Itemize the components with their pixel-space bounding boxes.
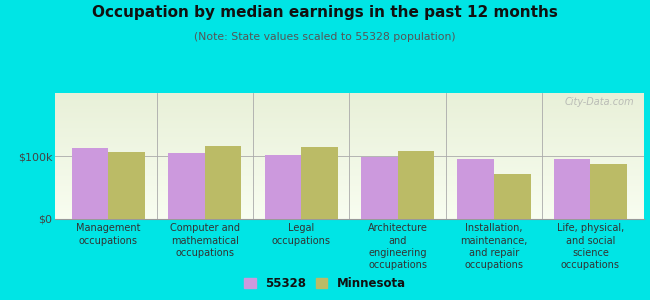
Bar [55, 123, 644, 124]
Bar [458, 159, 494, 219]
Text: City-Data.com: City-Data.com [565, 97, 634, 107]
Bar [55, 98, 644, 99]
Bar [55, 165, 644, 167]
Bar [55, 151, 644, 153]
Bar [55, 183, 644, 184]
Bar [55, 178, 644, 180]
Text: Occupation by median earnings in the past 12 months: Occupation by median earnings in the pas… [92, 4, 558, 20]
Bar [55, 137, 644, 139]
Bar [55, 148, 644, 150]
Bar [55, 112, 644, 113]
Bar [55, 186, 644, 188]
Bar [55, 101, 644, 103]
Bar [55, 176, 644, 178]
Bar [55, 194, 644, 195]
Bar [55, 188, 644, 189]
Bar [205, 146, 241, 219]
Bar [168, 154, 205, 219]
Bar [301, 147, 338, 219]
Bar [55, 154, 644, 156]
Bar [55, 175, 644, 176]
Bar [72, 148, 109, 219]
Bar [55, 208, 644, 209]
Bar [55, 118, 644, 120]
Bar [55, 170, 644, 172]
Bar [55, 142, 644, 143]
Bar [55, 189, 644, 191]
Bar [55, 205, 644, 206]
Bar [109, 152, 145, 219]
Bar [55, 159, 644, 161]
Bar [55, 110, 644, 112]
Bar [590, 164, 627, 219]
Bar [55, 94, 644, 96]
Bar [265, 155, 301, 219]
Bar [55, 184, 644, 186]
Bar [55, 122, 644, 123]
Bar [55, 158, 644, 159]
Bar [55, 143, 644, 145]
Bar [55, 124, 644, 126]
Bar [55, 209, 644, 211]
Bar [55, 211, 644, 213]
Bar [55, 96, 644, 98]
Bar [55, 161, 644, 162]
Bar [55, 216, 644, 218]
Bar [55, 202, 644, 203]
Bar [55, 173, 644, 175]
Bar [55, 106, 644, 107]
Bar [55, 128, 644, 129]
Bar [55, 99, 644, 101]
Bar [55, 113, 644, 115]
Bar [55, 147, 644, 148]
Bar [55, 129, 644, 131]
Bar [55, 218, 644, 219]
Bar [55, 191, 644, 192]
Bar [55, 104, 644, 106]
Bar [55, 145, 644, 147]
Bar [55, 197, 644, 199]
Bar [55, 203, 644, 205]
Bar [55, 93, 644, 94]
Bar [55, 192, 644, 194]
Bar [55, 131, 644, 132]
Bar [55, 115, 644, 117]
Text: (Note: State values scaled to 55328 population): (Note: State values scaled to 55328 popu… [194, 32, 456, 41]
Bar [55, 120, 644, 122]
Bar [494, 174, 530, 219]
Bar [55, 164, 644, 165]
Bar [55, 134, 644, 136]
Bar [55, 126, 644, 128]
Bar [55, 139, 644, 140]
Legend: 55328, Minnesota: 55328, Minnesota [242, 275, 408, 292]
Bar [55, 206, 644, 208]
Bar [55, 103, 644, 104]
Bar [361, 157, 398, 219]
Bar [55, 195, 644, 197]
Bar [55, 213, 644, 214]
Bar [55, 132, 644, 134]
Bar [55, 109, 644, 110]
Bar [55, 199, 644, 200]
Bar [55, 156, 644, 158]
Bar [55, 162, 644, 164]
Bar [55, 136, 644, 137]
Bar [55, 214, 644, 216]
Bar [55, 200, 644, 202]
Bar [55, 140, 644, 142]
Bar [554, 158, 590, 219]
Bar [55, 181, 644, 183]
Bar [398, 151, 434, 219]
Bar [55, 180, 644, 181]
Bar [55, 172, 644, 173]
Bar [55, 107, 644, 109]
Bar [55, 167, 644, 169]
Bar [55, 117, 644, 118]
Bar [55, 169, 644, 170]
Bar [55, 150, 644, 151]
Bar [55, 153, 644, 154]
